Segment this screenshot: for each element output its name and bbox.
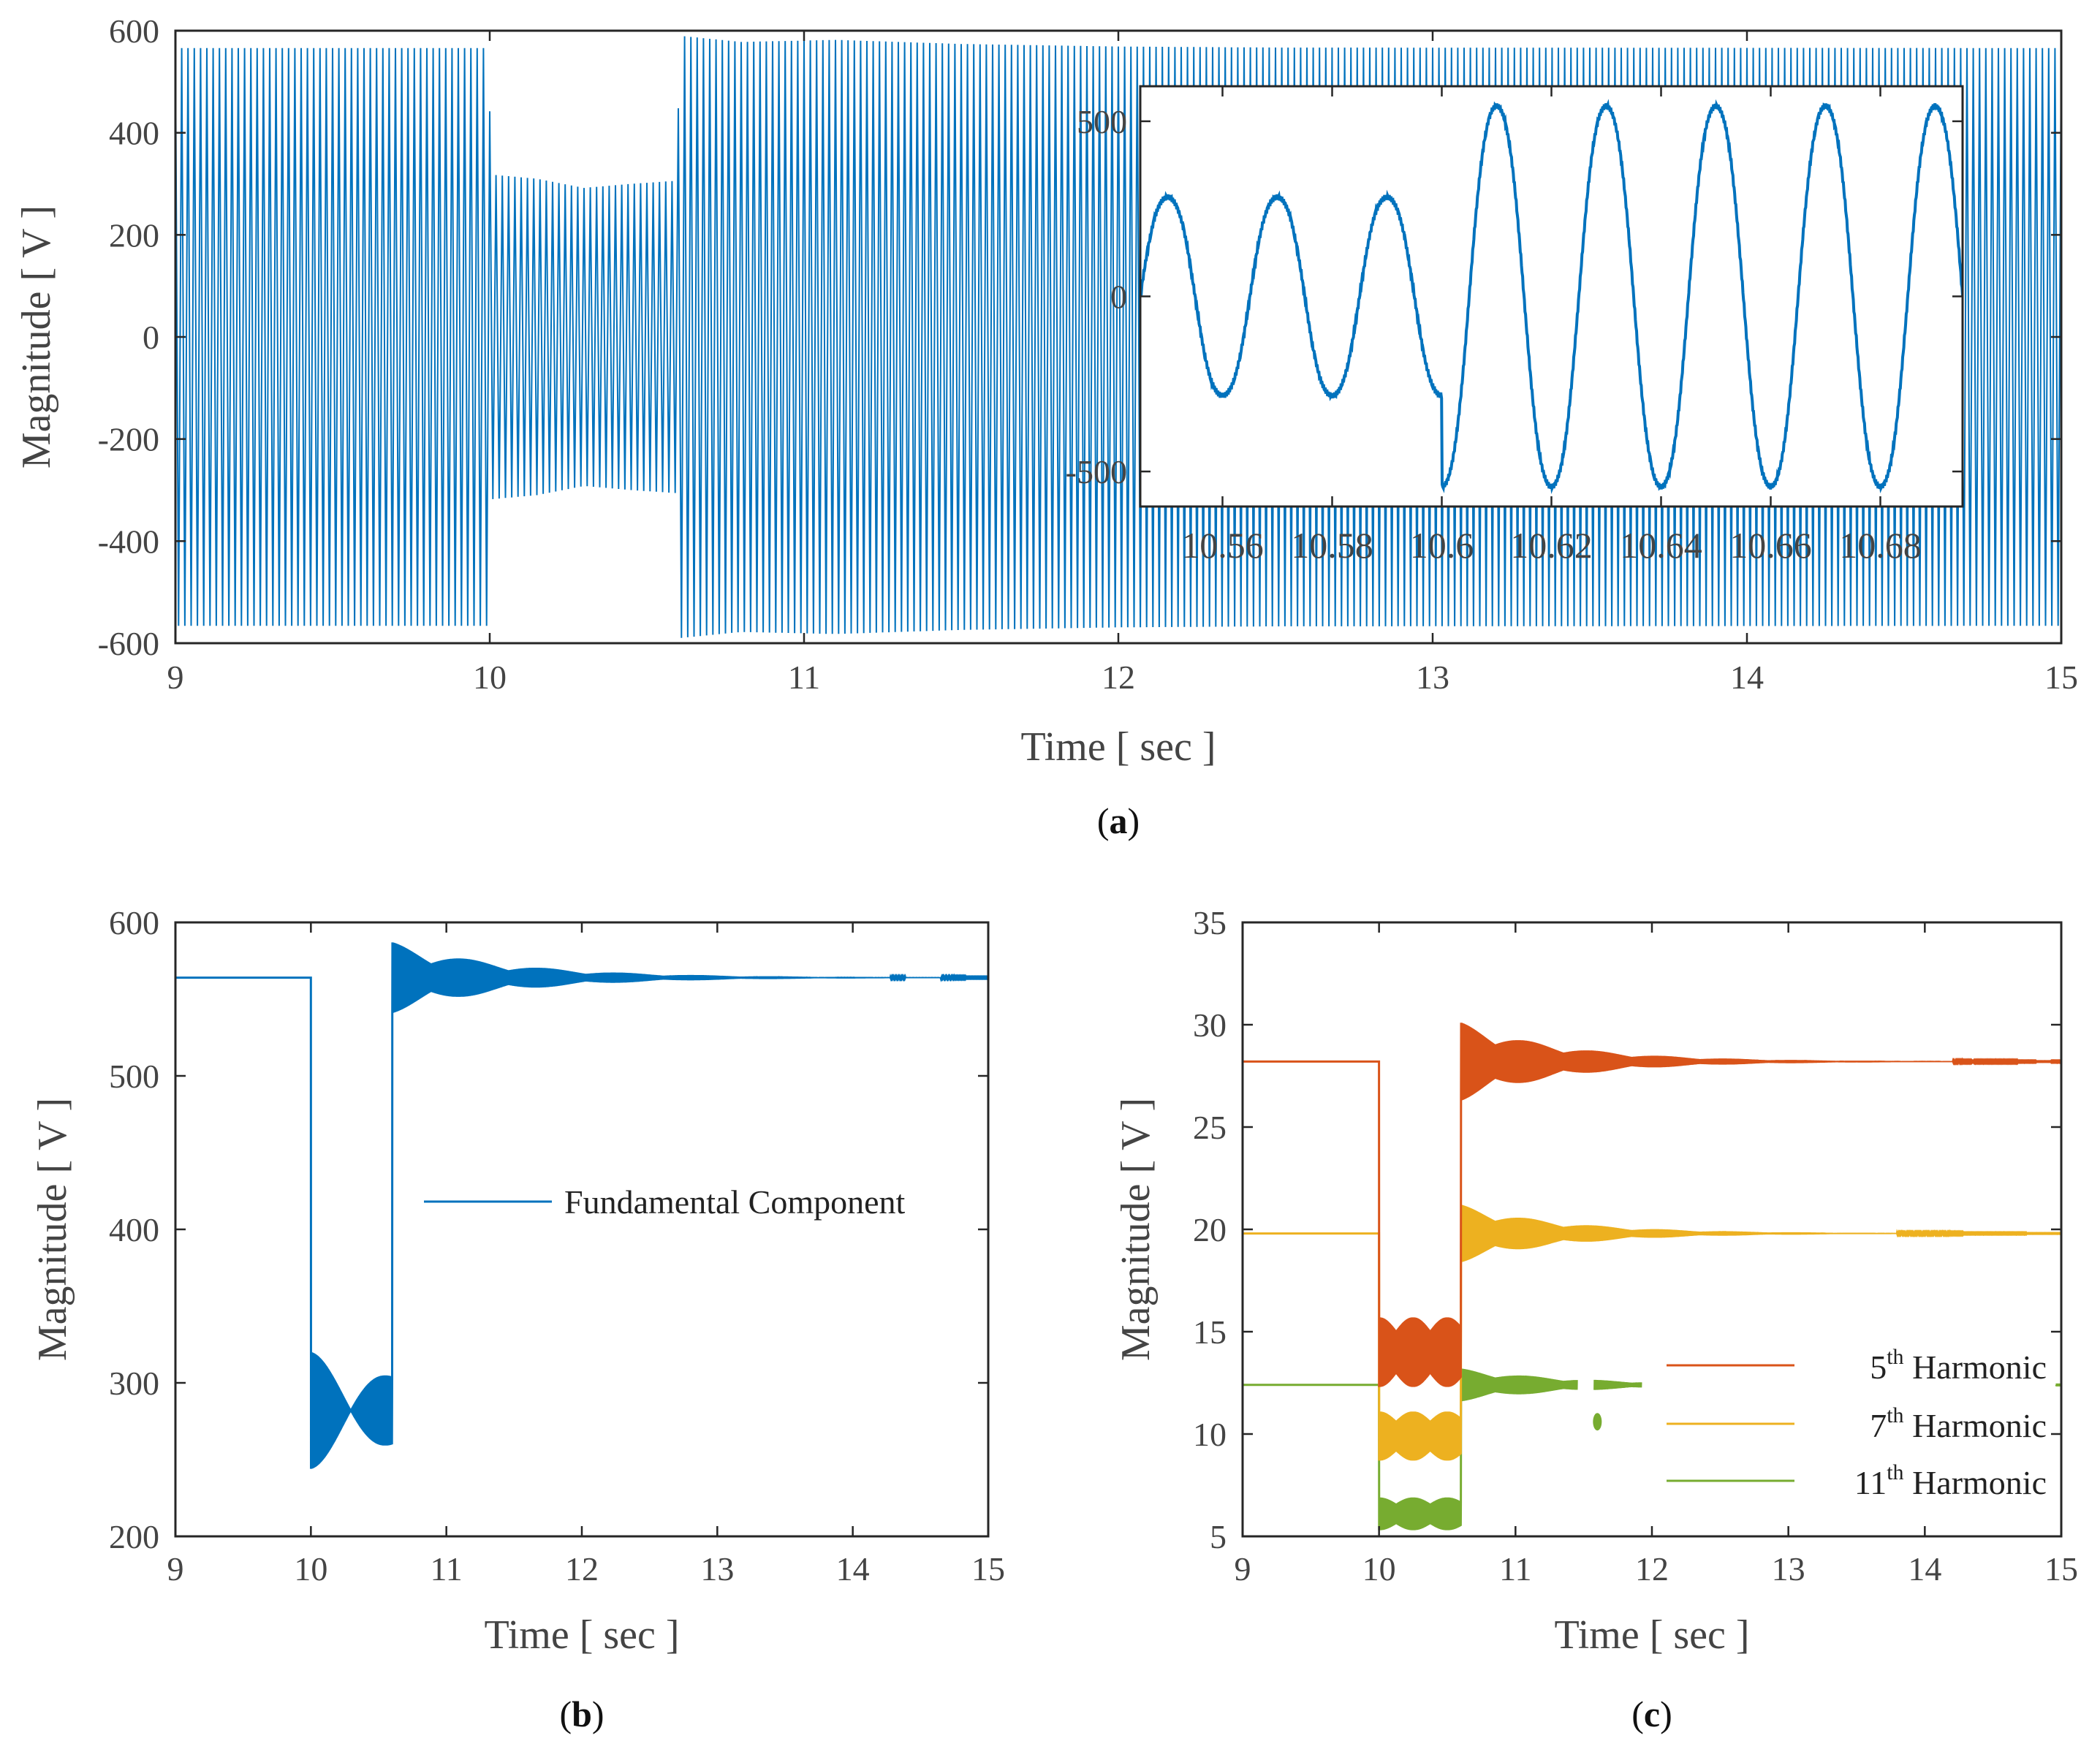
chart-a-xtick-label: 9 (167, 659, 184, 696)
chart-b-xtick-label: 15 (971, 1550, 1005, 1588)
chart-c-ytick-label: 25 (1193, 1109, 1227, 1146)
inset-xtick-label: 10.66 (1729, 525, 1812, 566)
legend-label-fundamental: Fundamental Component (564, 1183, 906, 1221)
chart-c-caption: (c) (1631, 1693, 1672, 1734)
chart-a-ytick-label: -600 (98, 625, 159, 662)
chart-a-caption: (a) (1097, 800, 1140, 841)
chart-c-xtick-label: 15 (2044, 1550, 2078, 1588)
chart-b-ytick-label: 500 (109, 1058, 159, 1095)
inset-ytick-label: 500 (1077, 103, 1127, 140)
chart-b-xtick-label: 9 (167, 1550, 184, 1588)
chart-b-xtick-label: 13 (700, 1550, 734, 1588)
chart-a-ytick-label: -400 (98, 523, 159, 560)
chart-a-xtick-label: 11 (788, 659, 820, 696)
chart-c-xtick-label: 13 (1772, 1550, 1805, 1588)
chart-c-xtick-label: 14 (1908, 1550, 1941, 1588)
chart-c-ytick-label: 20 (1193, 1211, 1227, 1248)
chart-a-ytick-label: 0 (143, 319, 159, 356)
series-fundamental (175, 942, 988, 1469)
chart-a-ylabel: Magnitude [ V ] (14, 205, 59, 469)
chart-b-xtick-label: 11 (431, 1550, 463, 1588)
inset-xtick-label: 10.6 (1410, 525, 1474, 566)
chart-c-ytick-label: 5 (1210, 1518, 1227, 1555)
11th-harmonic-blip (1593, 1413, 1602, 1431)
chart-b-ytick-label: 600 (109, 904, 159, 941)
chart-c-xtick-label: 12 (1635, 1550, 1669, 1588)
chart-c-ytick-label: 10 (1193, 1416, 1227, 1453)
chart-a-ytick-label: 200 (109, 216, 159, 254)
inset-xtick-label: 10.68 (1839, 525, 1922, 566)
inset-waveform (1140, 99, 1963, 494)
chart-b-ytick-label: 200 (109, 1518, 159, 1555)
chart-a-ytick-label: 600 (109, 12, 159, 50)
chart-a-xtick-label: 12 (1102, 659, 1135, 696)
inset-xtick-label: 10.58 (1291, 525, 1373, 566)
chart-a-xtick-label: 13 (1416, 659, 1449, 696)
chart-a-waveform (175, 36, 2061, 638)
chart-a-xlabel: Time [ sec ] (1020, 724, 1216, 770)
chart-c-legend: 5th Harmonic 7th Harmonic 11th Harmonic (1667, 1345, 2047, 1501)
chart-c-xtick-label: 9 (1235, 1550, 1251, 1588)
inset-xtick-label: 10.56 (1181, 525, 1264, 566)
chart-b-ylabel: Magnitude [ V ] (30, 1098, 75, 1361)
chart-c-xtick-label: 11 (1499, 1550, 1531, 1588)
chart-b-ytick-label: 400 (109, 1211, 159, 1248)
chart-b-caption: (b) (559, 1693, 604, 1734)
chart-b-legend: Fundamental Component (424, 1183, 906, 1221)
chart-a-xtick-label: 10 (473, 659, 507, 696)
chart-b-xtick-label: 10 (294, 1550, 327, 1588)
chart-a: 9 10 11 12 13 14 15 -600 -400 -200 0 200 400 600 Tim… (14, 12, 2078, 841)
inset-xtick-label: 10.62 (1510, 525, 1593, 566)
chart-b-xtick-label: 14 (836, 1550, 870, 1588)
series-5th-harmonic (1243, 1023, 2061, 1387)
chart-c-ylabel: Magnitude [ V ] (1113, 1098, 1159, 1361)
chart-c-xlabel: Time [ sec ] (1554, 1612, 1749, 1658)
inset-ytick-label: 0 (1110, 278, 1127, 316)
chart-a-ytick-label: -200 (98, 421, 159, 458)
chart-b-xtick-label: 12 (565, 1550, 599, 1588)
chart-c-ytick-label: 15 (1193, 1313, 1227, 1351)
inset-ytick-label: -500 (1066, 453, 1127, 490)
chart-c: 9 10 11 12 13 14 15 5 10 15 20 25 30 35 Time [ sec ]… (1113, 904, 2078, 1734)
chart-a-inset: 10.56 10.58 10.6 10.62 10.64 10.66 10.68 -500 0… (1066, 85, 1964, 566)
legend-label-11th: 11th Harmonic (1854, 1460, 2047, 1501)
chart-c-ytick-label: 35 (1193, 904, 1227, 941)
chart-a-xtick-label: 14 (1730, 659, 1764, 696)
chart-b: 9 10 11 12 13 14 15 200 300 400 500 600 Time [ sec… (30, 904, 1005, 1734)
chart-a-xtick-label: 15 (2044, 659, 2078, 696)
chart-a-ytick-label: 400 (109, 115, 159, 152)
legend-label-7th: 7th Harmonic (1870, 1403, 2047, 1444)
inset-xtick-label: 10.64 (1620, 525, 1702, 566)
legend-label-5th: 5th Harmonic (1870, 1345, 2047, 1386)
chart-c-ytick-label: 30 (1193, 1006, 1227, 1044)
chart-b-ytick-label: 300 (109, 1365, 159, 1402)
chart-c-xtick-label: 10 (1362, 1550, 1396, 1588)
chart-b-xlabel: Time [ sec ] (484, 1612, 679, 1658)
